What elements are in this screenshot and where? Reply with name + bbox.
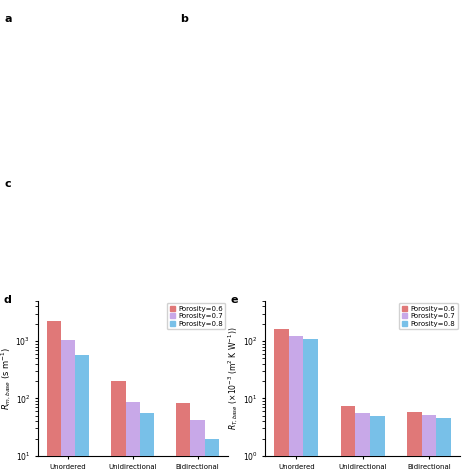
Bar <box>205 439 219 470</box>
Legend: Porosity=0.6, Porosity=0.7, Porosity=0.8: Porosity=0.6, Porosity=0.7, Porosity=0.8 <box>167 303 226 329</box>
Text: c: c <box>5 179 11 188</box>
Bar <box>75 354 89 470</box>
Text: a: a <box>5 14 12 24</box>
Bar <box>437 418 451 470</box>
Y-axis label: $R_{T,base}$ ($\times$10$^{-3}$ (m$^2$ K W$^{-1}$)): $R_{T,base}$ ($\times$10$^{-3}$ (m$^2$ K… <box>227 327 240 430</box>
Bar <box>341 406 356 470</box>
Bar <box>61 340 75 470</box>
Bar <box>303 338 318 470</box>
Bar <box>191 420 205 470</box>
Y-axis label: $R_{m,base}$ (s m$^{-1}$): $R_{m,base}$ (s m$^{-1}$) <box>0 347 13 410</box>
Text: d: d <box>4 295 12 305</box>
Bar <box>370 416 384 470</box>
Legend: Porosity=0.6, Porosity=0.7, Porosity=0.8: Porosity=0.6, Porosity=0.7, Porosity=0.8 <box>399 303 458 329</box>
Bar <box>289 337 303 470</box>
Text: e: e <box>230 295 238 305</box>
Bar <box>46 321 61 470</box>
Bar <box>140 413 154 470</box>
Bar <box>274 329 289 470</box>
Bar <box>111 381 126 470</box>
Text: b: b <box>180 14 188 24</box>
Bar <box>356 413 370 470</box>
Bar <box>407 412 422 470</box>
Bar <box>176 403 191 470</box>
Bar <box>126 402 140 470</box>
Bar <box>422 415 437 470</box>
